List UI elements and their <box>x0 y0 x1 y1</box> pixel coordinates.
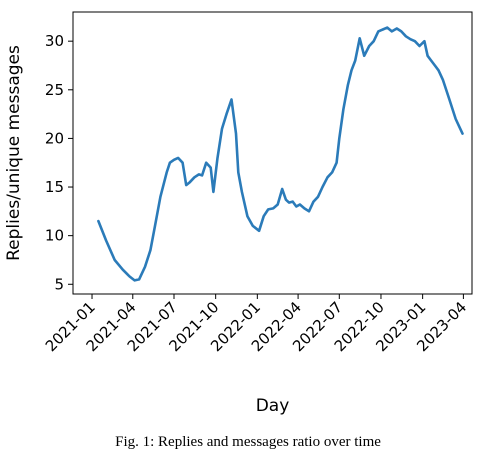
y-tick-label: 30 <box>45 32 64 50</box>
y-tick-label: 15 <box>45 178 64 196</box>
y-tick-label: 20 <box>45 129 64 147</box>
y-tick-label: 5 <box>54 275 64 293</box>
x-axis-ticks: 2021-012021-042021-072021-102022-012022-… <box>42 294 470 355</box>
figure-caption: Fig. 1: Replies and messages ratio over … <box>115 434 381 450</box>
series-line <box>97 26 464 282</box>
line-chart: 5 10 15 20 25 30 2021-012021-042021-072021-10… <box>4 11 473 416</box>
y-axis-label: Replies/unique messages <box>4 45 24 261</box>
x-axis-label: Day <box>256 396 290 416</box>
plot-frame <box>72 11 473 295</box>
y-tick-label: 10 <box>45 227 64 245</box>
y-axis-ticks: 5 10 15 20 25 30 <box>45 32 73 293</box>
y-tick-label: 25 <box>45 81 64 99</box>
